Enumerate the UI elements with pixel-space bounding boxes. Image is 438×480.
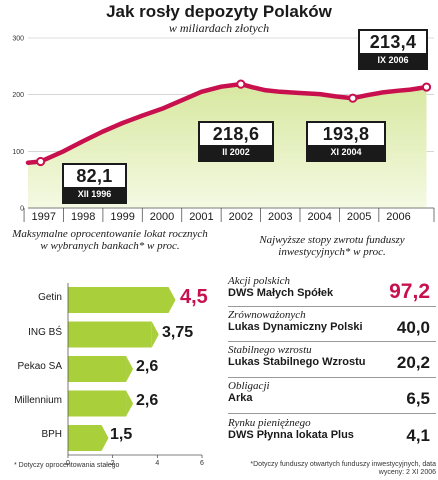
callout-nov-2004: 193,8 XI 2004 bbox=[306, 121, 386, 162]
x-tick-label: 1997 bbox=[32, 211, 56, 223]
bank-x-tick-label: 0 bbox=[66, 460, 70, 467]
bank-bar-tip bbox=[168, 287, 176, 313]
bank-label-pekao: Pekao SA bbox=[17, 361, 62, 372]
bank-bar bbox=[68, 356, 127, 382]
fund-section-title: Najwyższe stopy zwrotu funduszy inwestyc… bbox=[259, 234, 405, 258]
x-tick-label: 2002 bbox=[229, 211, 253, 223]
callout-value: 213,4 bbox=[369, 32, 417, 52]
bank-x-tick-label: 6 bbox=[200, 460, 204, 467]
bank-bar bbox=[68, 425, 102, 451]
callout-date: II 2002 bbox=[200, 145, 272, 160]
bank-bar-tip bbox=[126, 390, 134, 417]
bank-bar bbox=[68, 287, 169, 313]
callout-feb-2002: 218,6 II 2002 bbox=[198, 121, 274, 162]
y-tick-label: 300 bbox=[12, 36, 24, 43]
fund-row: Obligacji Arka 6,5 bbox=[228, 380, 436, 408]
x-tick-label: 2005 bbox=[347, 211, 371, 223]
callout-date: IX 2006 bbox=[360, 53, 426, 68]
fund-name: DWS Małych Spółek bbox=[228, 287, 334, 299]
fund-value: 20,2 bbox=[396, 353, 430, 372]
annotation-marker bbox=[36, 156, 46, 167]
fund-category: Rynku pieniężnego bbox=[228, 417, 311, 429]
annotation-marker bbox=[348, 93, 358, 103]
callout-value: 218,6 bbox=[212, 124, 260, 144]
callout-dec-1996: 82,1 XII 1996 bbox=[62, 163, 127, 204]
x-tick-label: 2004 bbox=[307, 211, 331, 223]
fund-category: Stabilnego wzrostu bbox=[228, 344, 312, 356]
bank-value-ing: 3,75 bbox=[162, 324, 194, 341]
bank-label-bph: BPH bbox=[41, 429, 62, 440]
annotation-marker bbox=[236, 79, 246, 89]
callout-date: XI 2004 bbox=[308, 145, 384, 160]
bank-footnote: * Dotyczy oprocentowania stałego bbox=[14, 462, 120, 469]
bank-x-tick-label: 2 bbox=[111, 460, 115, 467]
bank-bar bbox=[68, 321, 152, 348]
annotation-marker bbox=[421, 82, 432, 92]
bank-label-millennium: Millennium bbox=[14, 395, 62, 406]
fund-divider bbox=[228, 341, 436, 342]
fund-value: 97,2 bbox=[389, 280, 430, 303]
fund-value: 6,5 bbox=[406, 389, 430, 408]
fund-row: Zrównoważonych Lukas Dynamiczny Polski 4… bbox=[228, 309, 436, 337]
callout-value: 193,8 bbox=[322, 124, 370, 144]
fund-name: Lukas Stabilnego Wzrostu bbox=[228, 356, 366, 368]
x-tick-label: 1999 bbox=[110, 211, 134, 223]
fund-divider bbox=[228, 377, 436, 378]
bank-value-millennium: 2,6 bbox=[136, 392, 159, 409]
callout-date: XII 1996 bbox=[64, 187, 125, 202]
fund-name: Arka bbox=[228, 392, 253, 404]
fund-divider bbox=[228, 306, 436, 307]
callout-sep-2006: 213,4 IX 2006 bbox=[358, 29, 428, 70]
bank-bar-tip bbox=[126, 356, 134, 382]
fund-category: Akcji polskich bbox=[228, 275, 291, 287]
fund-row: Akcji polskich DWS Małych Spółek 97,2 bbox=[228, 275, 436, 303]
bank-value-getin: 4,5 bbox=[180, 286, 208, 308]
y-tick-label: 0 bbox=[20, 206, 24, 213]
bank-bar bbox=[68, 390, 127, 417]
fund-divider bbox=[228, 413, 436, 414]
bank-value-bph: 1,5 bbox=[110, 426, 133, 443]
x-tick-label: 2000 bbox=[150, 211, 174, 223]
deposit-line bbox=[25, 81, 429, 165]
fund-name: DWS Płynna lokata Plus bbox=[228, 429, 354, 441]
bank-bar-tip bbox=[101, 425, 109, 451]
fund-footnote: *Dotyczy funduszy otwartych funduszy inw… bbox=[250, 461, 436, 476]
x-tick-label: 1998 bbox=[71, 211, 95, 223]
x-tick-label: 2003 bbox=[268, 211, 292, 223]
fund-value: 4,1 bbox=[406, 426, 430, 445]
y-tick-label: 200 bbox=[12, 92, 24, 99]
page-title: Jak rosły depozyty Polaków bbox=[106, 2, 332, 21]
y-tick-label: 100 bbox=[12, 149, 24, 156]
callout-value: 82,1 bbox=[76, 166, 113, 186]
bank-bar-tip bbox=[151, 321, 159, 348]
bank-label-ing: ING BŚ bbox=[28, 327, 62, 338]
x-tick-label: 2006 bbox=[386, 211, 410, 223]
bank-value-pekao: 2,6 bbox=[136, 358, 159, 375]
bank-label-getin: Getin bbox=[38, 292, 62, 303]
x-tick-label: 2001 bbox=[189, 211, 213, 223]
fund-category: Obligacji bbox=[228, 380, 270, 392]
bank-x-tick-label: 4 bbox=[155, 460, 159, 467]
fund-name: Lukas Dynamiczny Polski bbox=[228, 321, 363, 333]
fund-value: 40,0 bbox=[396, 318, 430, 337]
bank-section-title: Maksymalne oprocentowanie lokat rocznych… bbox=[12, 228, 208, 252]
fund-row: Rynku pieniężnego DWS Płynna lokata Plus… bbox=[228, 417, 436, 445]
page-subtitle: w miliardach złotych bbox=[168, 21, 270, 35]
fund-category: Zrównoważonych bbox=[228, 309, 306, 321]
fund-row: Stabilnego wzrostu Lukas Stabilnego Wzro… bbox=[228, 344, 436, 372]
